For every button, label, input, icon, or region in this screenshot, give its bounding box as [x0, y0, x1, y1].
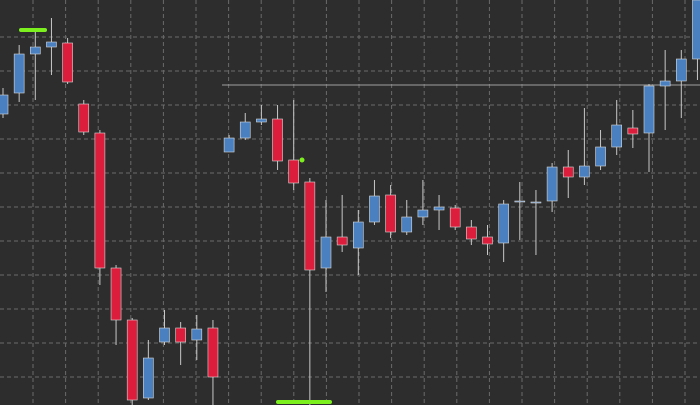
signal-dot	[299, 157, 305, 163]
candle-body	[579, 165, 590, 178]
candle-body	[401, 216, 413, 233]
candle-body	[627, 127, 639, 135]
candle-body	[482, 236, 493, 245]
candle-body	[159, 327, 170, 343]
candle-body	[692, 0, 700, 60]
candle-body	[256, 118, 267, 123]
candle-body	[659, 80, 671, 87]
candle-body	[143, 357, 154, 399]
candle-body	[0, 94, 9, 115]
candle-body	[611, 124, 623, 148]
candle-body	[417, 209, 429, 218]
candle-body	[126, 319, 138, 401]
high-marker	[19, 28, 47, 32]
candle-body	[207, 327, 219, 378]
candle-body	[385, 194, 396, 233]
candle-body	[514, 200, 526, 203]
candle-body	[272, 118, 283, 162]
candle-body	[352, 221, 364, 249]
candle-body	[223, 137, 235, 153]
candle-body	[239, 121, 251, 139]
candle-body	[320, 236, 332, 269]
candle-body	[546, 166, 558, 202]
candle-body	[94, 132, 106, 269]
candle-body	[562, 166, 574, 178]
candle-body	[46, 41, 57, 48]
candle-body	[29, 46, 41, 55]
candle-body	[304, 181, 316, 271]
candle-body	[175, 327, 186, 343]
candle-body	[110, 267, 122, 321]
candle-body	[288, 159, 300, 184]
candle-body	[643, 85, 655, 134]
candle-body	[675, 58, 687, 82]
candle-body	[369, 195, 380, 223]
candle-body	[449, 207, 461, 228]
low-marker	[276, 400, 332, 404]
candle-body	[191, 328, 203, 341]
candle-body	[62, 42, 73, 83]
candle-body	[13, 53, 25, 94]
candle-body	[336, 236, 348, 246]
candle-body	[530, 201, 542, 204]
candle-body	[595, 146, 606, 167]
candle-body	[466, 226, 477, 240]
candle-body	[433, 206, 445, 211]
candle-body	[78, 103, 90, 133]
candle-body	[498, 203, 509, 244]
